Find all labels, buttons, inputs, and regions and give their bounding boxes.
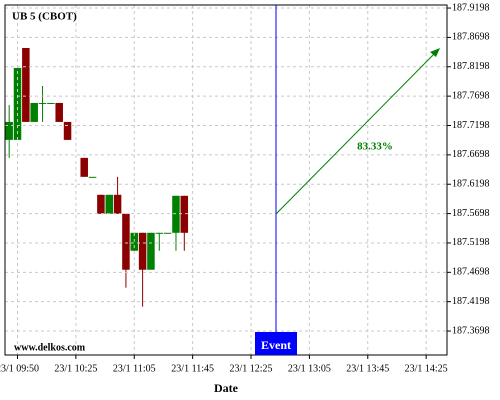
watermark: www.delkos.com — [14, 342, 86, 353]
x-tick-label: 23/1 09:50 — [0, 363, 39, 374]
y-tick-label: 187.4198 — [452, 296, 490, 307]
event-label: Event — [261, 338, 291, 352]
plot-frame — [4, 4, 448, 356]
y-tick-label: 187.4698 — [452, 267, 490, 278]
x-tick-label: 23/1 11:05 — [113, 363, 156, 374]
x-tick-label: 23/1 12:25 — [229, 363, 272, 374]
forecast-label: 83.33% — [357, 141, 393, 153]
arrow-head — [430, 48, 440, 57]
x-axis-label: Date — [214, 381, 239, 395]
y-tick-label: 187.6198 — [452, 179, 490, 190]
y-tick-label: 187.8198 — [452, 61, 490, 72]
forecast-arrow — [275, 50, 438, 215]
y-tick-label: 187.7698 — [452, 90, 490, 101]
y-tick-label: 187.6698 — [452, 149, 490, 160]
y-tick-label: 187.5198 — [452, 237, 490, 248]
x-tick-label: 23/1 10:25 — [54, 363, 97, 374]
x-tick-label: 23/1 13:45 — [346, 363, 389, 374]
y-tick-label: 187.5698 — [452, 208, 490, 219]
x-tick-label: 23/1 14:25 — [405, 363, 448, 374]
candle-body — [88, 176, 97, 178]
y-tick-label: 187.3698 — [452, 325, 490, 336]
x-tick-label: 23/1 11:45 — [171, 363, 214, 374]
y-tick-label: 187.7198 — [452, 120, 490, 131]
y-tick-label: 187.9198 — [452, 2, 490, 13]
event-box — [255, 332, 297, 355]
candle-body — [163, 232, 172, 234]
x-tick-label: 23/1 13:05 — [288, 363, 331, 374]
chart-title: UB 5 (CBOT) — [12, 11, 77, 23]
y-tick-label: 187.8698 — [452, 32, 490, 43]
